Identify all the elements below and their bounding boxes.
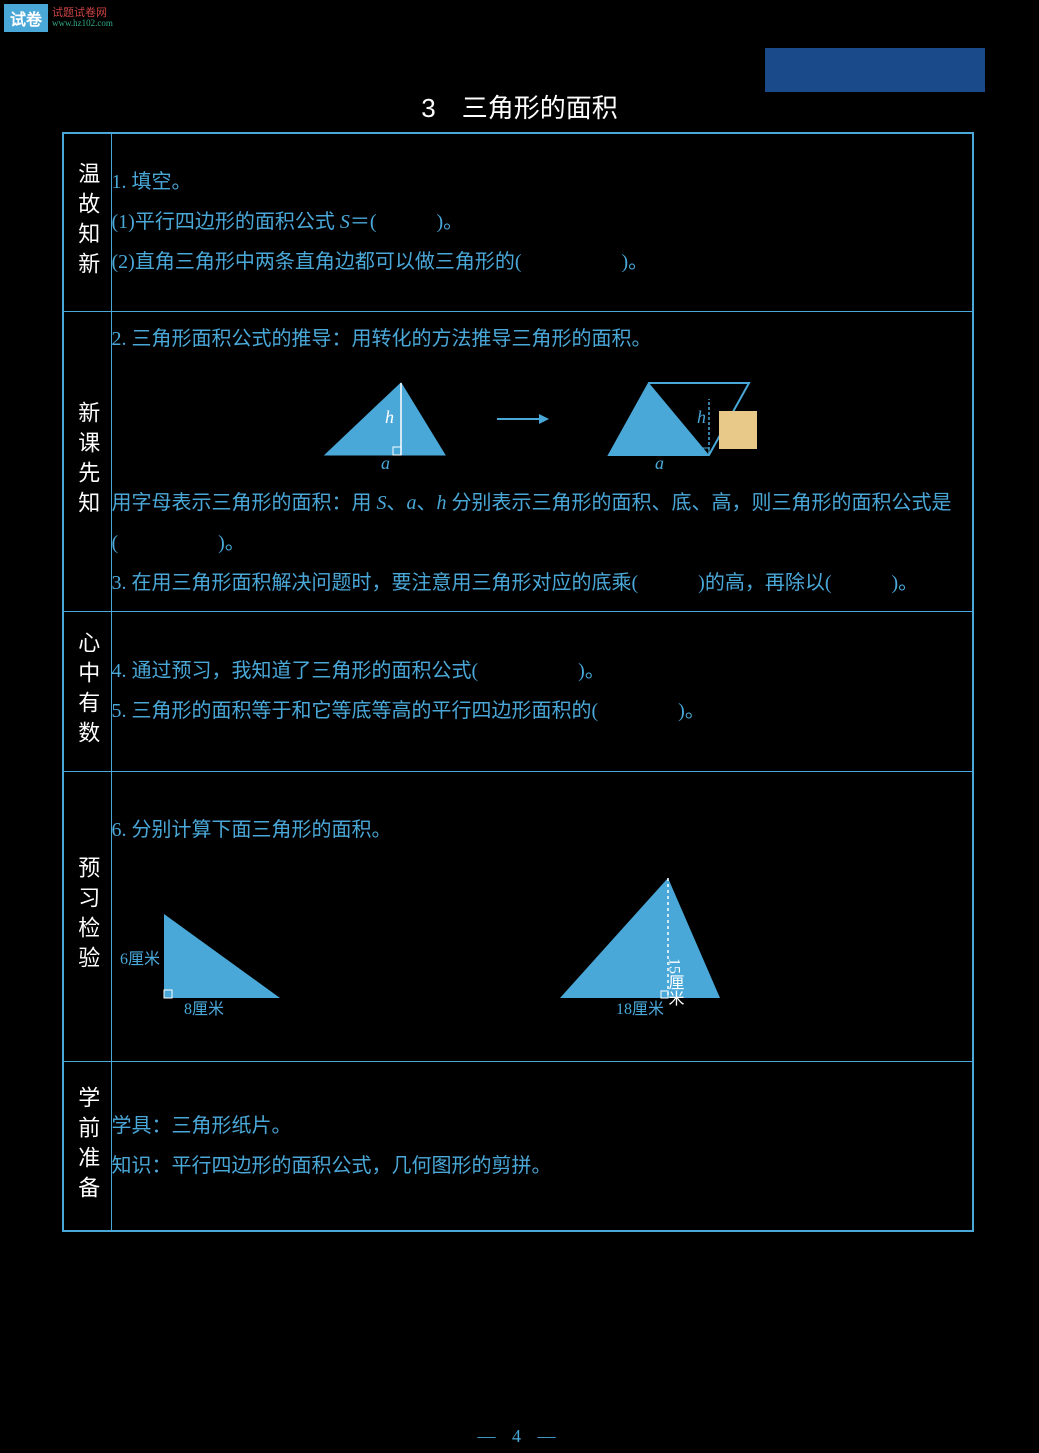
main-table: 温故知新 1. 填空。 (1)平行四边形的面积公式 S＝( )。 (2)直角三角… [62,132,974,1232]
page-title: 3 三角形的面积 [0,88,1039,125]
derivation-diagram: h a h a [112,369,973,469]
q1a-S: S [340,211,350,233]
s5-line1: 学具：三角形纸片。 [112,1106,973,1146]
section-content-4: 6. 分别计算下面三角形的面积。 6厘米 8厘米 15厘米 18厘米 [111,771,973,1061]
tri2-h: 15厘米 [665,958,684,1006]
tri1-h: 6厘米 [120,950,160,968]
logo-url: www.hz102.com [52,19,113,28]
logo-text-wrap: 试题试卷网 www.hz102.com [52,8,113,28]
letters-pre: 用字母表示三角形的面积：用 [112,492,377,514]
q1a: (1)平行四边形的面积公式 S＝( )。 [112,202,973,242]
parallelogram-diagram: h a [579,369,779,469]
s5-line2: 知识：平行四边形的面积公式，几何图形的剪拼。 [112,1146,973,1186]
sep2: 、 [417,492,437,514]
a-label-2: a [655,453,664,469]
header-blue-box [765,48,985,92]
section-label-4: 预习检验 [63,771,111,1061]
sep1: 、 [387,492,407,514]
arrow-icon [495,404,549,434]
triangle-left-diagram: h a [305,369,465,469]
tri2-b: 18厘米 [616,1000,664,1018]
q1a-post: ＝( )。 [350,211,463,233]
logo-area: 试卷 试题试卷网 www.hz102.com [4,4,113,32]
q1-title: 1. 填空。 [112,162,973,202]
section-label-5: 学前准备 [63,1061,111,1231]
triangle-2: 15厘米 18厘米 [550,868,730,1018]
a-label: a [381,453,390,469]
logo-box: 试卷 [4,4,48,32]
section-label-2: 新课先知 [63,311,111,611]
var-h: h [437,492,447,514]
triangle-1: 6厘米 8厘米 [120,898,290,1018]
section-content-3: 4. 通过预习，我知道了三角形的面积公式( )。 5. 三角形的面积等于和它等底… [111,611,973,771]
tri1-b: 8厘米 [184,1000,224,1018]
q1a-pre: (1)平行四边形的面积公式 [112,211,340,233]
section-content-5: 学具：三角形纸片。 知识：平行四边形的面积公式，几何图形的剪拼。 [111,1061,973,1231]
section-content-1: 1. 填空。 (1)平行四边形的面积公式 S＝( )。 (2)直角三角形中两条直… [111,133,973,311]
q2: 2. 三角形面积公式的推导：用转化的方法推导三角形的面积。 [112,319,973,359]
h-label-2: h [697,407,706,427]
letters-line: 用字母表示三角形的面积：用 S、a、h 分别表示三角形的面积、底、高，则三角形的… [112,483,973,563]
section-label-1: 温故知新 [63,133,111,311]
h-label: h [385,407,394,427]
q1b: (2)直角三角形中两条直角边都可以做三角形的( )。 [112,242,973,282]
section-content-2: 2. 三角形面积公式的推导：用转化的方法推导三角形的面积。 h a [111,311,973,611]
triangle-row: 6厘米 8厘米 15厘米 18厘米 [120,868,973,1018]
page-number: — 4 — [0,1426,1039,1447]
q5: 5. 三角形的面积等于和它等底等高的平行四边形面积的( )。 [112,691,973,731]
section-label-3: 心中有数 [63,611,111,771]
q4: 4. 通过预习，我知道了三角形的面积公式( )。 [112,651,973,691]
var-S: S [377,492,387,514]
q6: 6. 分别计算下面三角形的面积。 [112,810,973,850]
var-a: a [407,492,417,514]
q3: 3. 在用三角形面积解决问题时，要注意用三角形对应的底乘( )的高，再除以( )… [112,563,973,603]
